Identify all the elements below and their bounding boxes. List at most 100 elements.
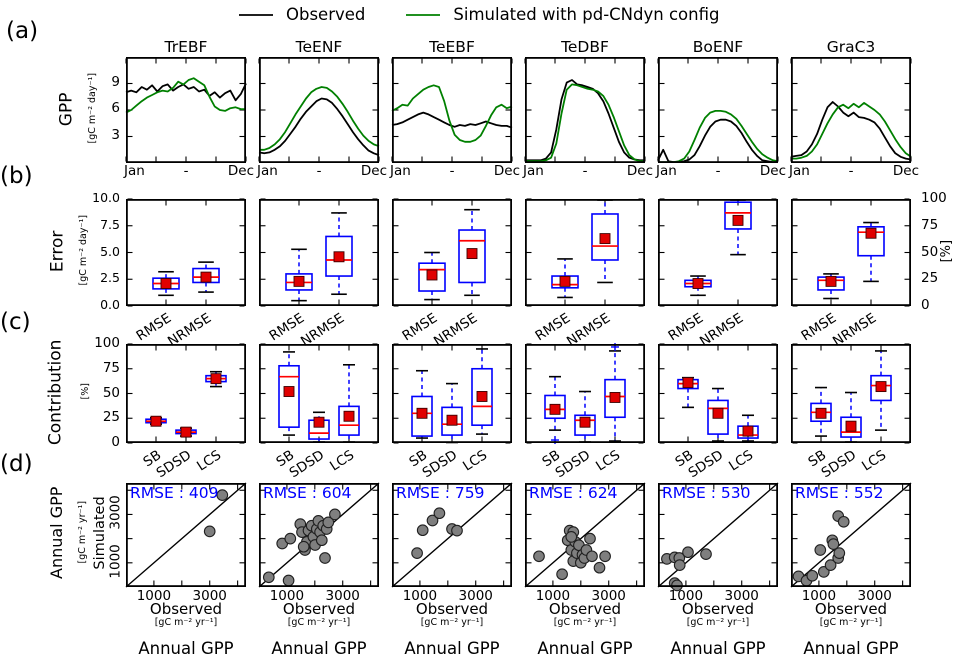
rmse-value-TrEBF: RMSE : 409 (130, 484, 219, 502)
xlabel-observed-BoENF: Observed (681, 600, 755, 618)
xlabel-observed-units-GraC3: [gC m⁻² yr⁻¹] (819, 617, 883, 628)
annual-gpp-scatter-GraC3 (790, 482, 912, 588)
box-LCS (604, 378, 626, 419)
bottom-label-annual-gpp-TeENF: Annual GPP (271, 639, 367, 658)
xtick-label-observed-3000-TeENF: 3000 (325, 588, 360, 604)
data-point (806, 569, 819, 582)
mean-marker-SB (150, 415, 162, 427)
ytick-label-error-2.5: 2.5 (100, 270, 120, 286)
error-boxplot-TeEBF (391, 198, 512, 307)
axes-frame (391, 343, 512, 443)
data-point (282, 574, 295, 587)
mean-marker-RMSE (825, 275, 837, 287)
mean-marker-NRMSE (865, 227, 877, 239)
data-point (837, 515, 850, 528)
panel-tag-c: (c) (0, 309, 31, 335)
mean-marker-LCS (609, 392, 621, 403)
xlabel-observed-TeDBF: Observed (548, 600, 622, 618)
axes-frame (790, 56, 911, 163)
xtick-label-observed-3000-TrEBF: 3000 (192, 588, 227, 604)
xtick-mid-TeENF: - (316, 163, 322, 179)
data-point (673, 559, 686, 571)
axes-frame (790, 343, 911, 443)
xlabel-observed-units-BoENF: [gC m⁻² yr⁻¹] (686, 617, 750, 628)
mean-marker-RMSE (559, 275, 571, 287)
xtick-mid-TeEBF: - (449, 163, 455, 179)
mean-marker-LCS (742, 425, 754, 437)
axes-frame (391, 56, 512, 163)
data-point (315, 534, 328, 547)
axes-frame (790, 198, 911, 306)
box-SB (544, 394, 566, 420)
box-RMSE (418, 262, 446, 292)
xtick-mid-TrEBF: - (183, 163, 189, 179)
axes-frame (657, 56, 778, 163)
panel-title-TeENF: TeENF (295, 38, 343, 56)
data-point (411, 547, 423, 559)
error-boxplot-TrEBF (125, 198, 246, 307)
xtick-label-observed-3000-BoENF: 3000 (724, 588, 759, 604)
ytick-label-contribution-0: 0 (111, 434, 120, 450)
rmse-value-TeEBF: RMSE : 759 (396, 484, 485, 502)
mean-marker-SDSD (313, 416, 325, 428)
xtick-dec-TrEBF: Dec (227, 163, 254, 179)
axes-frame (125, 482, 246, 587)
axes-frame (524, 343, 645, 443)
box-SDSD (574, 414, 596, 436)
axes-frame (524, 482, 645, 587)
mean-marker-RMSE (692, 278, 704, 289)
rmse-value-TeENF: RMSE : 604 (263, 484, 352, 502)
legend: Observed Simulated with pd-CNdyn config (238, 5, 719, 24)
data-point (297, 540, 310, 553)
panel-title-TeDBF: TeDBF (561, 38, 609, 56)
bottom-label-annual-gpp-GraC3: Annual GPP (803, 639, 899, 658)
data-point (827, 538, 840, 550)
data-point (426, 514, 439, 527)
data-point (416, 524, 429, 537)
rmse-value-TeDBF: RMSE : 624 (529, 484, 618, 502)
panel-tag-a: (a) (6, 18, 39, 44)
panel-title-GraC3: GraC3 (826, 38, 876, 56)
axes-frame (524, 56, 645, 163)
axes-frame (790, 482, 911, 587)
ylabel-annual-gpp: Annual GPP (47, 486, 67, 579)
simulated-line (125, 77, 246, 114)
xtick-jan-TrEBF: Jan (124, 163, 145, 179)
axes-frame (657, 482, 778, 587)
error-boxplot-GraC3 (790, 198, 911, 307)
bottom-label-annual-gpp-TeDBF: Annual GPP (537, 639, 633, 658)
mean-marker-LCS (210, 373, 222, 385)
axes-frame (258, 56, 379, 163)
contribution-boxplot-BoENF (657, 343, 778, 444)
xlabel-observed-TeENF: Observed (282, 600, 356, 618)
data-point (833, 547, 846, 559)
axes-frame (125, 343, 246, 443)
simulated-line (791, 102, 912, 160)
axes-frame (391, 198, 512, 306)
xtick-jan-TeDBF: Jan (523, 163, 544, 179)
box-LCS (870, 374, 892, 402)
xtick-dec-GraC3: Dec (892, 163, 919, 179)
box-NRMSE (325, 235, 353, 277)
observed-line (790, 101, 912, 161)
observed-line (525, 79, 645, 162)
contribution-boxplot-GraC3 (790, 343, 911, 444)
data-point (565, 531, 578, 543)
data-point (599, 550, 611, 563)
mean-marker-SB (815, 407, 827, 419)
mean-marker-SDSD (712, 407, 724, 419)
bottom-label-annual-gpp-BoENF: Annual GPP (670, 639, 766, 658)
box-NRMSE (591, 213, 619, 261)
error-boxplot-BoENF (657, 198, 778, 307)
data-point (329, 508, 341, 521)
mean-marker-RMSE (426, 269, 438, 281)
annual-gpp-scatter-BoENF (657, 482, 779, 592)
legend-item-simulated: Simulated with pd-CNdyn config (405, 5, 719, 24)
contribution-boxplot-TrEBF (125, 343, 246, 444)
mean-marker-NRMSE (333, 251, 345, 263)
data-point (203, 525, 216, 538)
axes-frame (125, 56, 246, 163)
box-SDSD (441, 406, 463, 436)
panel-title-TrEBF: TrEBF (164, 38, 208, 56)
legend-observed-label: Observed (286, 5, 366, 24)
